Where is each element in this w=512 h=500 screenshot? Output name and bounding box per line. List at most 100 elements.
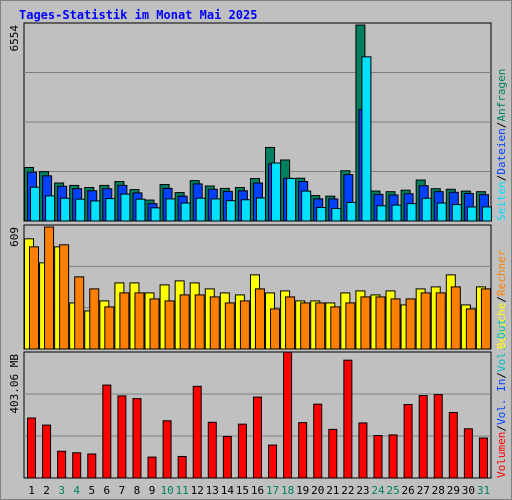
x-tick-label: 16 [251, 484, 264, 497]
x-tick-label: 5 [88, 484, 95, 497]
bar-rechner [300, 302, 311, 350]
chart-panel-1: 6554 Seiten/Dateien/Anfragen [8, 22, 508, 222]
x-tick-label: 20 [311, 484, 324, 497]
x-tick-label: 13 [206, 484, 219, 497]
bar-rechner [29, 246, 39, 350]
bar-seiten [391, 204, 402, 222]
x-tick-label: 15 [236, 484, 249, 497]
bar-volumen [373, 435, 383, 479]
bar-seiten [105, 198, 116, 222]
bar-rechner [345, 302, 356, 350]
bar-volumen [298, 422, 308, 479]
right-legend-part: Vol. In [495, 379, 508, 425]
x-tick-label: 1 [28, 484, 35, 497]
x-tick-label: 28 [432, 484, 445, 497]
bar-volumen [478, 437, 488, 479]
bar-rechner [104, 306, 115, 350]
bar-volumen [237, 423, 247, 479]
bar-seiten [331, 207, 342, 222]
y-max-label: 6554 [8, 25, 21, 52]
x-tick-label: 17 [266, 484, 279, 497]
chart-title: Tages-Statistik im Monat Mai 2025 [19, 8, 258, 22]
bar-seiten [271, 162, 282, 222]
x-tick-label: 21 [326, 484, 339, 497]
right-legend: Volumen/Vol. In/Vol. Out [495, 319, 508, 478]
bar-rechner [59, 244, 70, 350]
x-tick-label: 4 [73, 484, 80, 497]
bar-volumen [222, 435, 232, 479]
bar-rechner [330, 306, 341, 350]
x-tick-label: 3 [58, 484, 65, 497]
right-legend-part: Volumen [495, 432, 508, 478]
right-legend-part: Besuche [495, 303, 508, 349]
x-tick-label: 8 [134, 484, 141, 497]
bar-rechner [119, 292, 130, 350]
x-tick-label: 12 [191, 484, 204, 497]
x-tick-label: 10 [160, 484, 173, 497]
x-tick-label: 27 [417, 484, 430, 497]
bar-volumen [388, 434, 398, 479]
bar-seiten [466, 206, 477, 222]
bar-seiten [376, 205, 387, 222]
bar-rechner [224, 302, 235, 350]
bar-seiten [45, 195, 56, 222]
bar-seiten [165, 198, 176, 222]
right-legend: Seiten/Dateien/Anfragen [495, 69, 508, 221]
bar-seiten [135, 198, 146, 222]
bar-volumen [358, 422, 368, 479]
bar-volumen [283, 351, 293, 479]
bar-rechner [390, 298, 401, 350]
bar-seiten [301, 190, 312, 222]
right-legend-part: / [495, 296, 508, 303]
bar-volumen [102, 384, 112, 479]
bar-volumen [177, 455, 187, 479]
bar-rechner [450, 286, 461, 350]
bar-seiten [361, 56, 372, 222]
bar-seiten [180, 202, 191, 222]
bar-seiten [150, 207, 161, 222]
bar-rechner [270, 308, 281, 350]
bar-seiten [316, 207, 327, 222]
x-tick-label: 7 [119, 484, 126, 497]
bar-rechner [134, 292, 145, 350]
bar-rechner [149, 298, 160, 350]
bar-seiten [195, 197, 206, 222]
bar-rechner [405, 298, 416, 350]
bar-rechner [239, 300, 250, 350]
bar-volumen [207, 421, 217, 479]
bar-rechner [465, 308, 476, 350]
bar-seiten [120, 193, 131, 222]
bar-seiten [436, 202, 447, 222]
bar-volumen [87, 453, 97, 479]
bar-rechner [164, 300, 175, 350]
bar-volumen [162, 420, 172, 479]
right-legend-part: / [495, 122, 508, 129]
bar-volumen [403, 403, 413, 479]
bar-volumen [448, 411, 458, 479]
bar-seiten [240, 199, 251, 222]
x-tick-label: 9 [149, 484, 156, 497]
x-tick-label: 29 [447, 484, 460, 497]
right-legend-part: Rechner [495, 249, 508, 296]
x-tick-label: 30 [462, 484, 475, 497]
bar-seiten [346, 201, 357, 222]
bar-seiten [286, 178, 297, 222]
bar-rechner [420, 292, 431, 350]
bar-volumen [132, 398, 142, 479]
right-legend-part: Dateien [495, 128, 508, 174]
bar-rechner [315, 302, 326, 350]
bar-rechner [209, 296, 220, 350]
bar-seiten [60, 197, 71, 222]
bar-rechner [375, 296, 386, 350]
bar-seiten [255, 197, 266, 222]
y-max-label: 609 [8, 227, 21, 247]
x-tick-label: 19 [296, 484, 309, 497]
bar-rechner [194, 294, 205, 350]
bar-rechner [480, 288, 491, 350]
bar-volumen [433, 394, 443, 479]
right-legend-part: Vol. Out [495, 319, 508, 372]
x-tick-label: 11 [176, 484, 189, 497]
right-legend-part: Anfragen [495, 69, 508, 122]
